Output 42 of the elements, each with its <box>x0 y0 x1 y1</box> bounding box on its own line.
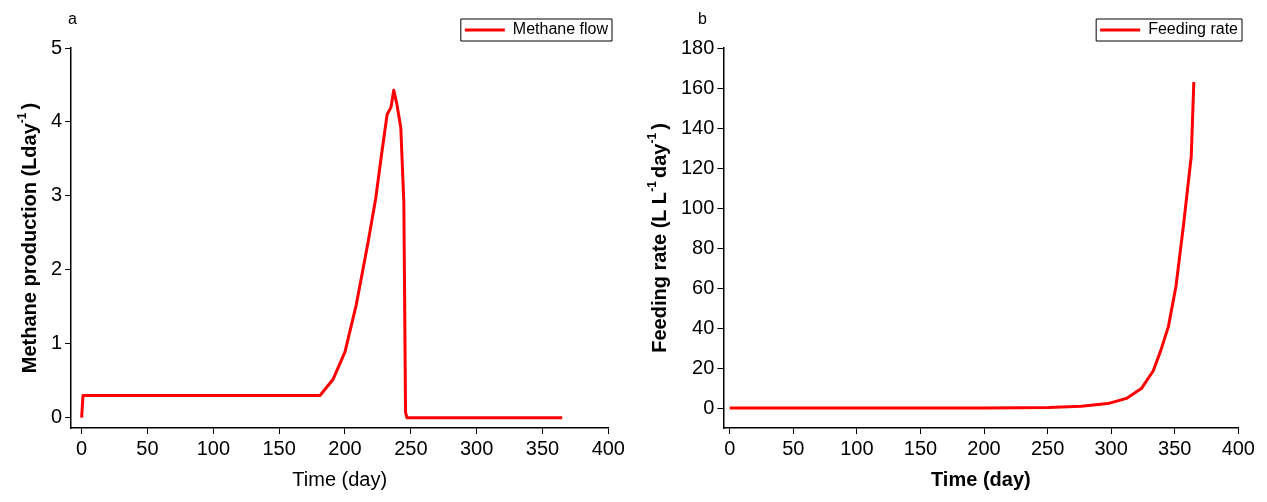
legend-label: Methane flow <box>512 20 609 38</box>
x-tick-label: 350 <box>525 436 560 459</box>
y-tick-label: 0 <box>703 395 715 418</box>
x-tick-label: 50 <box>136 436 159 459</box>
y-tick-label: 80 <box>692 235 715 258</box>
x-axis-title: Time (day) <box>292 467 388 490</box>
y-tick-label: 180 <box>680 35 715 58</box>
y-tick-label: 2 <box>51 257 63 280</box>
x-tick-label: 100 <box>196 436 231 459</box>
x-tick-label: 0 <box>724 436 736 459</box>
x-tick-label: 400 <box>1221 436 1255 459</box>
y-tick-label: 100 <box>680 195 715 218</box>
y-tick-label: 1 <box>51 331 63 354</box>
x-tick-label: 350 <box>1158 436 1192 459</box>
y-tick-label: 120 <box>680 155 715 178</box>
y-tick-label: 3 <box>51 183 63 206</box>
y-tick-label: 20 <box>692 355 715 378</box>
y-tick-label: 5 <box>51 35 63 58</box>
x-tick-label: 400 <box>591 436 625 459</box>
x-tick-label: 100 <box>840 436 874 459</box>
x-tick-label: 200 <box>967 436 1001 459</box>
y-tick-label: 40 <box>692 315 715 338</box>
legend-label: Feeding rate <box>1148 20 1239 38</box>
y-tick-label: 4 <box>51 109 63 132</box>
y-tick-label: 0 <box>51 405 63 428</box>
y-tick-label: 60 <box>692 275 715 298</box>
x-tick-label: 200 <box>328 436 362 459</box>
x-tick-label: 0 <box>76 436 88 459</box>
x-tick-label: 300 <box>1094 436 1128 459</box>
y-tick-label: 160 <box>680 75 715 98</box>
chart-title: a <box>68 10 77 28</box>
x-tick-label: 250 <box>394 436 428 459</box>
x-tick-label: 250 <box>1030 436 1065 459</box>
chart-title: b <box>698 10 707 28</box>
x-axis-title: Time (day) <box>931 467 1031 490</box>
y-axis-title: Feeding rate (L L-1day-1) <box>645 123 670 353</box>
y-tick-label: 140 <box>680 115 715 138</box>
x-tick-label: 50 <box>782 436 805 459</box>
x-tick-label: 150 <box>903 436 938 459</box>
x-tick-label: 300 <box>459 436 494 459</box>
y-axis-title: Methane production (Lday-1) <box>15 102 40 374</box>
x-tick-label: 150 <box>262 436 296 459</box>
